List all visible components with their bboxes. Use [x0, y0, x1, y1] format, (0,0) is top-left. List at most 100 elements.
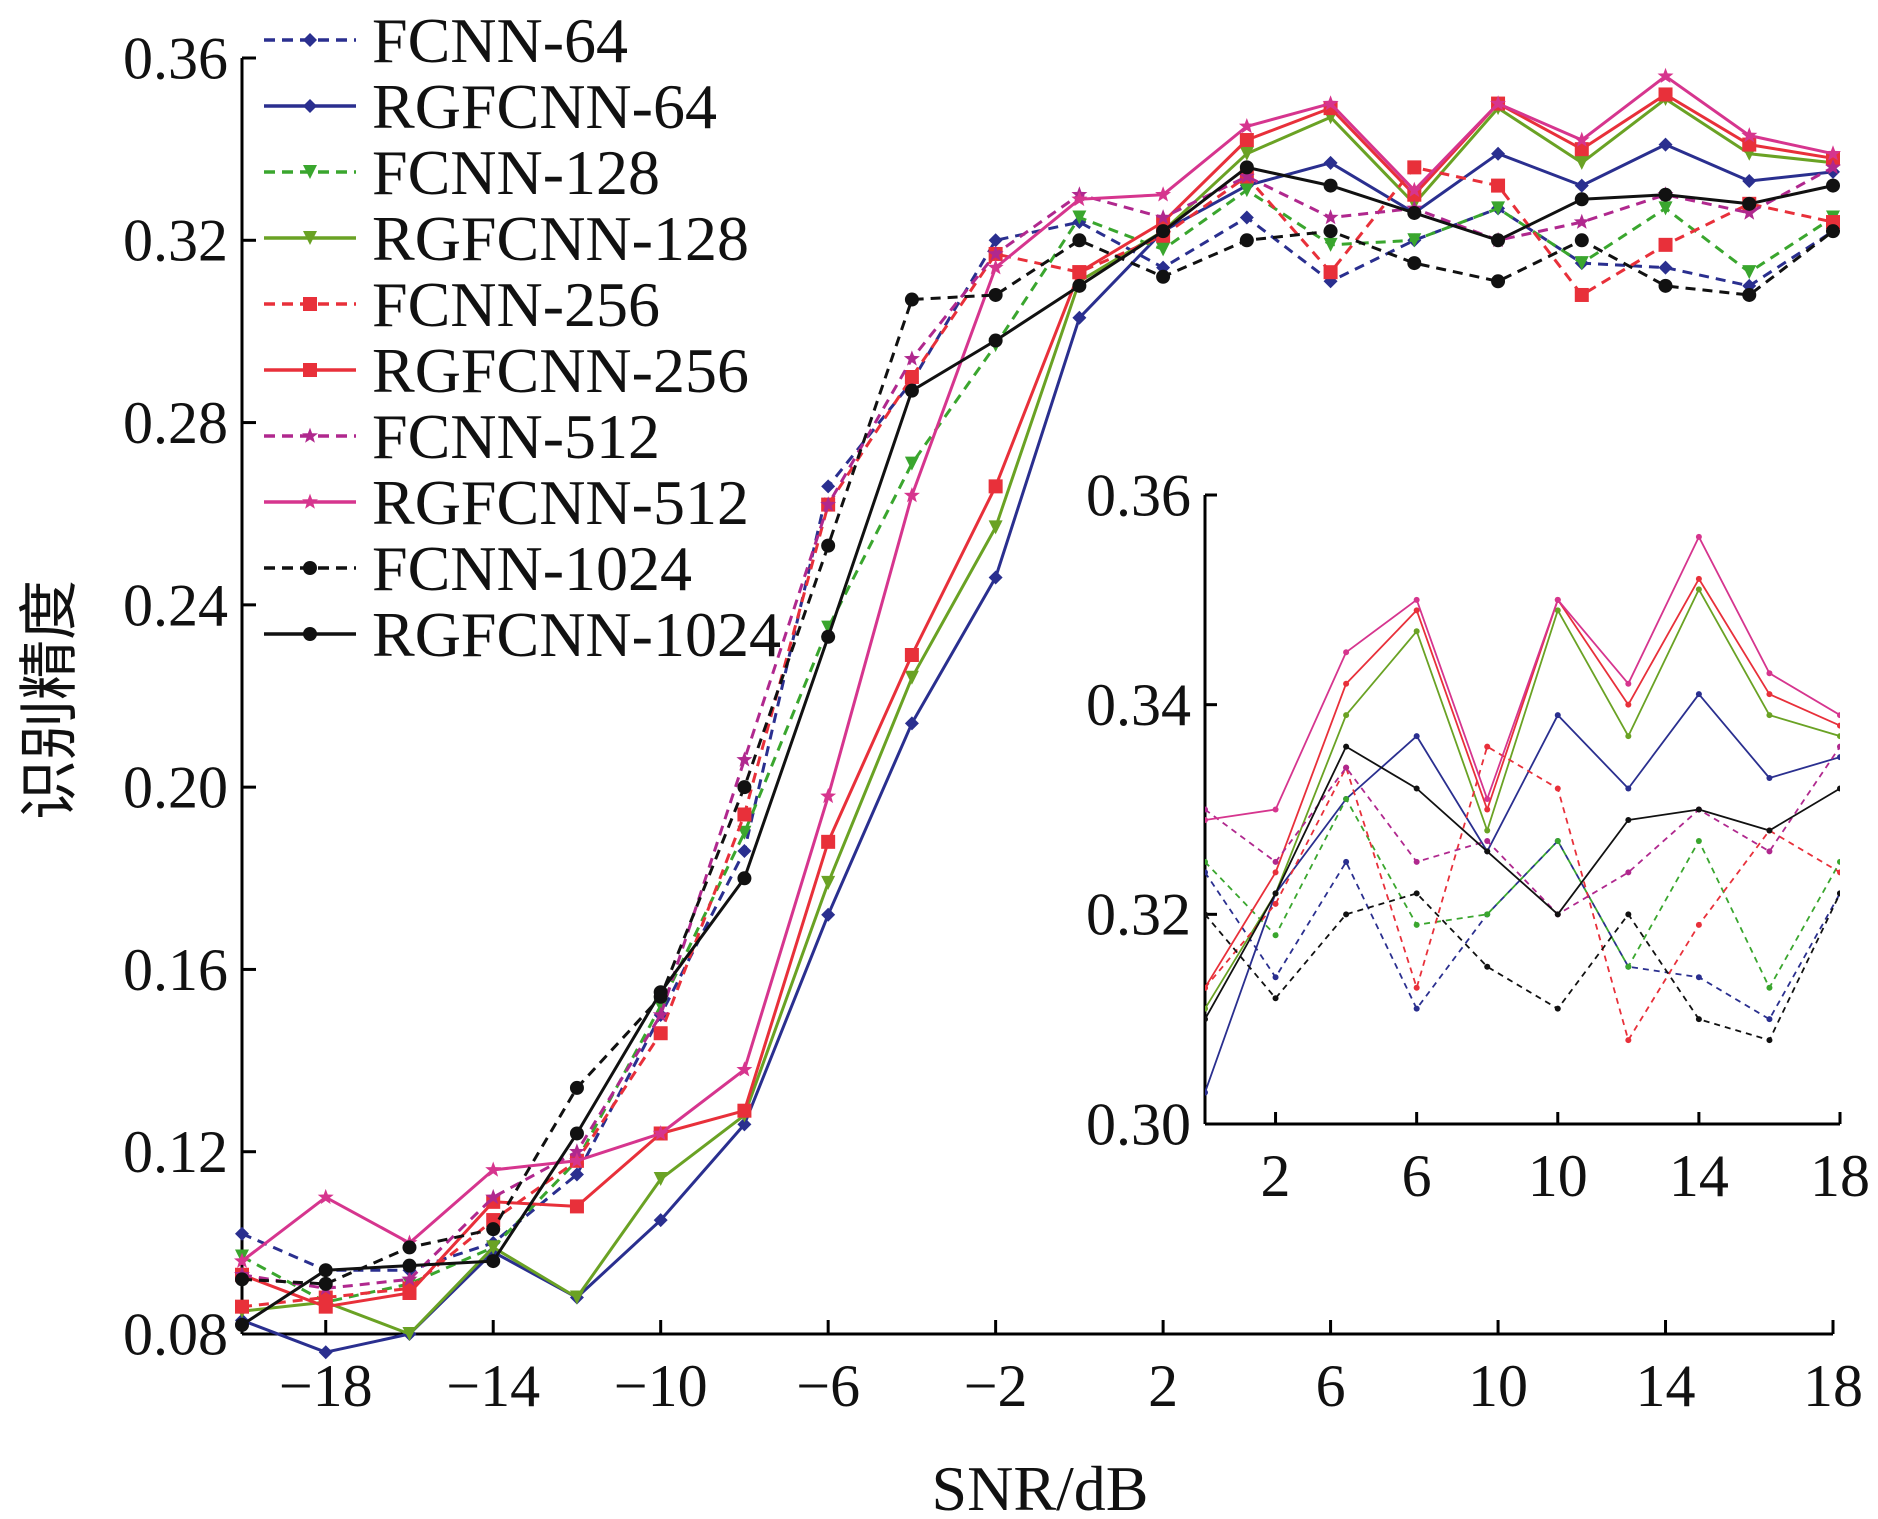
- inset-point-series-10: [1205, 1016, 1208, 1023]
- point-rgfcnn-128: [653, 1172, 668, 1187]
- legend-item-rgfcnn-256: RGFCNN-256: [264, 335, 749, 406]
- point-rgfcnn-1024: [653, 985, 668, 1000]
- point-rgfcnn-1024: [569, 1126, 584, 1141]
- inset-point-series-1: [1413, 1005, 1420, 1012]
- plot-background: [1205, 495, 1840, 1124]
- point-rgfcnn-128: [821, 875, 836, 890]
- inset-line-series-2: [1205, 693, 1840, 1093]
- point-rgfcnn-512: [987, 259, 1004, 275]
- inset-point-series-1: [1343, 858, 1350, 865]
- main-plot: 0.08 0.12 0.16 0.20 0.24 0.28 0.32 0.36 −18 −14 −1…: [123, 25, 1863, 1419]
- point-fcnn-1024: [904, 292, 919, 307]
- point-rgfcnn-256: [486, 1194, 501, 1209]
- legend-item-rgfcnn-512: RGFCNN-512: [264, 467, 749, 538]
- point-rgfcnn-512: [1155, 186, 1172, 202]
- legend-label-rgfcnn-512: RGFCNN-512: [372, 467, 749, 538]
- legend-item-rgfcnn-64: RGFCNN-64: [264, 71, 717, 142]
- point-fcnn-256: [737, 807, 752, 822]
- y-tick-label: 0.16: [123, 937, 228, 1003]
- point-fcnn-64: [1658, 260, 1673, 275]
- inset-point-series-4: [1695, 586, 1702, 593]
- point-rgfcnn-512: [317, 1188, 334, 1205]
- y-tick-label: 0.30: [1086, 1091, 1191, 1157]
- y-tick-label: 0.24: [123, 572, 228, 638]
- inset-point-series-10: [1484, 848, 1491, 855]
- inset-point-series-7: [1837, 743, 1840, 750]
- legend-item-rgfcnn-1024: RGFCNN-1024: [264, 599, 781, 670]
- inset-point-series-9: [1272, 995, 1279, 1002]
- inset-point-series-7: [1625, 869, 1632, 876]
- x-tick-label: −14: [446, 1353, 540, 1419]
- series-fcnn-1024: [235, 224, 1840, 1291]
- point-fcnn-512: [569, 1143, 585, 1159]
- point-fcnn-256: [235, 1299, 249, 1314]
- point-rgfcnn-1024: [988, 333, 1003, 348]
- point-fcnn-1024: [1742, 287, 1757, 302]
- legend-marker-rgfcnn-512: [302, 493, 318, 509]
- point-fcnn-64: [988, 233, 1003, 248]
- point-rgfcnn-1024: [1826, 178, 1840, 193]
- point-fcnn-64: [737, 843, 752, 858]
- x-tick-label: −2: [964, 1353, 1028, 1419]
- point-rgfcnn-128: [569, 1290, 584, 1305]
- point-rgfcnn-256: [1407, 187, 1422, 202]
- point-rgfcnn-64: [1574, 178, 1589, 193]
- point-rgfcnn-256: [402, 1285, 417, 1300]
- point-rgfcnn-1024: [1156, 224, 1171, 239]
- legend-marker-fcnn-256: [303, 297, 317, 311]
- point-fcnn-512: [903, 350, 920, 366]
- point-fcnn-1024: [988, 287, 1003, 302]
- point-fcnn-128: [1407, 233, 1422, 248]
- inset-point-series-7: [1343, 764, 1350, 771]
- point-rgfcnn-1024: [1574, 192, 1589, 207]
- x-tick-label: 2: [1261, 1143, 1291, 1209]
- inset-plot: 0.30 0.32 0.34 0.36 2 6 10 14 18: [1086, 462, 1870, 1209]
- legend-label-rgfcnn-1024: RGFCNN-1024: [372, 599, 781, 670]
- point-fcnn-1024: [486, 1222, 501, 1237]
- point-rgfcnn-512: [1741, 127, 1758, 143]
- point-fcnn-1024: [569, 1080, 584, 1095]
- line-fcnn-1024: [241, 229, 1834, 1286]
- line-fcnn-128: [241, 188, 1834, 1304]
- inset-point-series-6: [1625, 701, 1632, 708]
- inset-point-series-4: [1554, 607, 1561, 614]
- inset-point-series-9: [1554, 1005, 1561, 1012]
- series-rgfcnn-512: [234, 67, 1841, 1268]
- point-rgfcnn-1024: [821, 629, 836, 644]
- point-rgfcnn-1024: [1491, 233, 1506, 248]
- legend-marker-fcnn-1024: [303, 561, 317, 575]
- inset-point-series-3: [1625, 963, 1632, 970]
- line-rgfcnn-1024: [241, 165, 1834, 1327]
- point-fcnn-64: [1239, 210, 1254, 225]
- inset-point-series-6: [1413, 607, 1420, 614]
- inset-point-series-8: [1272, 806, 1279, 813]
- point-rgfcnn-256: [1574, 142, 1589, 157]
- point-rgfcnn-512: [1238, 118, 1255, 134]
- point-rgfcnn-256: [821, 834, 836, 849]
- legend-marker-fcnn-512: [302, 427, 318, 443]
- inset-point-series-9: [1837, 890, 1840, 897]
- inset-point-series-2: [1625, 785, 1632, 792]
- y-tick-label: 0.34: [1086, 672, 1191, 738]
- inset-point-series-1: [1766, 1016, 1773, 1023]
- inset-point-series-9: [1343, 911, 1350, 918]
- x-tick-label: −6: [796, 1353, 860, 1419]
- point-rgfcnn-1024: [402, 1258, 417, 1273]
- inset-point-series-3: [1205, 858, 1208, 865]
- point-fcnn-128: [1156, 242, 1171, 257]
- inset-point-series-10: [1554, 911, 1561, 918]
- legend-label-rgfcnn-64: RGFCNN-64: [372, 71, 717, 142]
- point-rgfcnn-256: [318, 1299, 333, 1314]
- point-rgfcnn-1024: [1407, 205, 1422, 220]
- legend-marker-fcnn-64: [303, 33, 317, 47]
- inset-point-series-10: [1272, 890, 1279, 897]
- point-fcnn-512: [820, 496, 837, 512]
- legend-label-fcnn-128: FCNN-128: [372, 137, 660, 208]
- inset-point-series-8: [1554, 596, 1561, 603]
- point-rgfcnn-512: [1322, 95, 1339, 111]
- inset-series-series-8: [1205, 533, 1840, 823]
- point-rgfcnn-512: [569, 1152, 585, 1168]
- point-rgfcnn-128: [1574, 155, 1589, 170]
- series-rgfcnn-1024: [235, 160, 1840, 1332]
